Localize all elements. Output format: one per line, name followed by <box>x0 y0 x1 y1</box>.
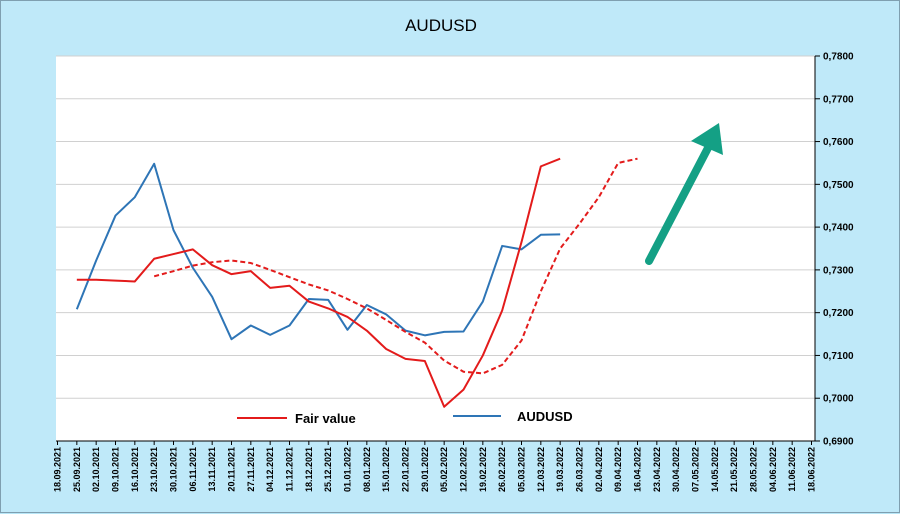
x-tick-label: 18.09.2021 <box>53 447 63 492</box>
x-tick-label: 22.01.2022 <box>401 447 411 492</box>
series-lines <box>75 157 638 408</box>
y-axis-ticks: 0,6900 0,7000 0,7100 0,7200 0,7300 0,7400 0,75… <box>823 52 854 448</box>
x-tick-label: 01.01.2022 <box>343 447 353 492</box>
x-tick-label: 11.06.2022 <box>787 447 797 492</box>
x-axis-ticks: 18.09.2021 25.09.2021 02.10.2021 09.10.2021… <box>53 441 817 492</box>
x-tick-label: 04.06.2022 <box>768 447 778 492</box>
legend: Fair value AUDUSD <box>237 409 573 426</box>
y-tick-label: 0,7800 <box>823 52 854 63</box>
x-tick-label: 15.01.2022 <box>381 447 391 492</box>
x-tick-label: 06.11.2021 <box>188 447 198 492</box>
trend-arrow-icon <box>645 123 723 265</box>
y-tick-label: 0,7600 <box>823 137 854 148</box>
x-tick-label: 09.04.2022 <box>613 447 623 492</box>
x-tick-label: 13.11.2021 <box>207 447 217 492</box>
x-tick-label: 16.04.2022 <box>633 447 643 492</box>
series-line-audusd <box>75 162 561 341</box>
legend-label-fair-value: Fair value <box>295 411 356 426</box>
x-tick-label: 29.01.2022 <box>420 447 430 492</box>
x-tick-label: 30.10.2021 <box>169 447 179 492</box>
x-tick-label: 25.12.2021 <box>323 447 333 492</box>
x-tick-label: 26.02.2022 <box>497 447 507 492</box>
x-tick-label: 20.11.2021 <box>227 447 237 492</box>
x-tick-label: 26.03.2022 <box>575 447 585 492</box>
x-tick-label: 18.12.2021 <box>304 447 314 492</box>
x-tick-label: 19.02.2022 <box>478 447 488 492</box>
trend-arrow-shaft <box>645 142 713 265</box>
x-tick-label: 23.04.2022 <box>652 447 662 492</box>
plot-area <box>56 56 815 441</box>
x-tick-label: 11.12.2021 <box>285 447 295 492</box>
y-tick-label: 0,7100 <box>823 351 854 362</box>
y-tick-label: 0,7500 <box>823 180 854 191</box>
x-tick-label: 08.01.2022 <box>362 447 372 492</box>
x-tick-label: 18.06.2022 <box>807 447 817 492</box>
x-tick-label: 05.03.2022 <box>517 447 527 492</box>
x-tick-label: 12.02.2022 <box>459 447 469 492</box>
legend-label-audusd: AUDUSD <box>517 409 573 424</box>
x-tick-label: 05.02.2022 <box>439 447 449 492</box>
x-tick-label: 16.10.2021 <box>130 447 140 492</box>
series-line-fair-value <box>76 157 561 408</box>
x-tick-label: 21.05.2022 <box>729 447 739 492</box>
x-tick-label: 23.10.2021 <box>149 447 159 492</box>
x-tick-label: 04.12.2021 <box>265 447 275 492</box>
y-tick-label: 0,7000 <box>823 394 854 405</box>
x-tick-label: 19.03.2022 <box>555 447 565 492</box>
x-tick-label: 14.05.2022 <box>710 447 720 492</box>
x-tick-label: 28.05.2022 <box>749 447 759 492</box>
x-tick-label: 02.04.2022 <box>594 447 604 492</box>
x-tick-label: 30.04.2022 <box>671 447 681 492</box>
x-tick-label: 07.05.2022 <box>691 447 701 492</box>
y-tick-label: 0,7700 <box>823 94 854 105</box>
chart-title: AUDUSD <box>405 16 477 35</box>
grid-lines <box>56 55 820 442</box>
trend-arrow-head <box>691 123 723 155</box>
x-tick-label: 09.10.2021 <box>111 447 121 492</box>
x-tick-label: 25.09.2021 <box>72 447 82 492</box>
y-tick-label: 0,6900 <box>823 437 854 448</box>
y-tick-label: 0,7400 <box>823 223 854 234</box>
y-tick-label: 0,7200 <box>823 308 854 319</box>
x-tick-label: 12.03.2022 <box>536 447 546 492</box>
series-line-dashed-projection <box>153 157 638 375</box>
x-tick-label: 27.11.2021 <box>246 447 256 492</box>
x-tick-label: 02.10.2021 <box>91 447 101 492</box>
y-tick-label: 0,7300 <box>823 265 854 276</box>
